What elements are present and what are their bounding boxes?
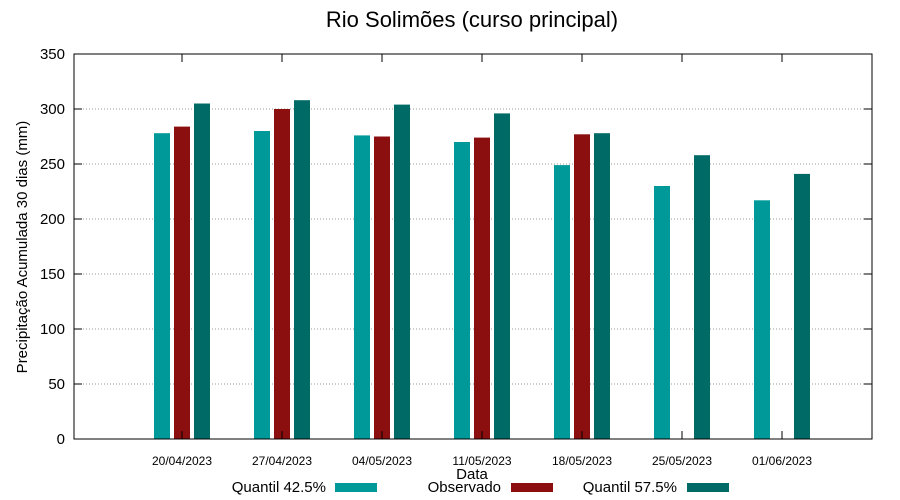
- axis-layer: 0 50 100 150 200 250 300 350 20/04/2023 27/04/202…: [40, 46, 872, 468]
- plot-frame: [73, 53, 873, 440]
- bar-1-2: [254, 131, 270, 439]
- x-tick-label: 01/06/2023: [752, 454, 812, 468]
- x-tick-label: 18/05/2023: [552, 454, 612, 468]
- bar-2-2: [274, 109, 290, 439]
- bar-1-1: [154, 133, 170, 439]
- y-tick-label: 50: [48, 376, 65, 393]
- bar-1-6: [654, 186, 670, 439]
- bar-1-5: [554, 165, 570, 439]
- x-tick-label: 20/04/2023: [152, 454, 212, 468]
- legend-label: Observado: [428, 479, 501, 496]
- legend-label: Quantil 57.5%: [583, 479, 677, 496]
- bars-layer: [154, 100, 810, 440]
- y-tick-label: 150: [40, 266, 65, 283]
- bar-3-6: [694, 155, 710, 439]
- legend-swatch: [335, 483, 377, 492]
- legend-swatch: [511, 483, 553, 492]
- bar-1-7: [754, 200, 770, 439]
- legend-swatch: [687, 483, 729, 492]
- x-tick-label: 11/05/2023: [452, 454, 511, 468]
- bar-3-7: [794, 173, 810, 439]
- bar-3-3: [394, 104, 410, 439]
- y-tick-label: 0: [57, 431, 65, 448]
- bar-3-5: [594, 133, 610, 439]
- bar-3-2: [294, 100, 310, 439]
- x-tick-label: 25/05/2023: [652, 454, 712, 468]
- y-axis-label: Precipitação Acumulada 30 dias (mm): [14, 121, 31, 374]
- x-tick-label: 27/04/2023: [252, 454, 312, 468]
- bar-2-3: [374, 136, 390, 439]
- bar-2-5: [574, 134, 590, 440]
- bar-3-4: [494, 113, 510, 440]
- y-tick-label: 300: [40, 101, 65, 118]
- bar-1-4: [454, 142, 470, 439]
- legend-label: Quantil 42.5%: [232, 479, 326, 496]
- y-tick-label: 200: [40, 211, 65, 228]
- y-tick-label: 250: [40, 156, 65, 173]
- x-axis-label: Data: [456, 466, 488, 483]
- bar-1-3: [354, 135, 370, 439]
- grid-layer: [74, 108, 872, 385]
- bar-2-1: [174, 126, 190, 439]
- x-tick-label: 04/05/2023: [352, 454, 412, 468]
- bar-3-1: [194, 103, 210, 439]
- y-tick-label: 100: [40, 321, 65, 338]
- y-tick-label: 350: [40, 46, 65, 63]
- legend: Quantil 42.5% Observado Quantil 57.5%: [232, 479, 729, 496]
- bar-2-4: [474, 137, 490, 439]
- chart-title: Rio Solimões (curso principal): [326, 7, 618, 32]
